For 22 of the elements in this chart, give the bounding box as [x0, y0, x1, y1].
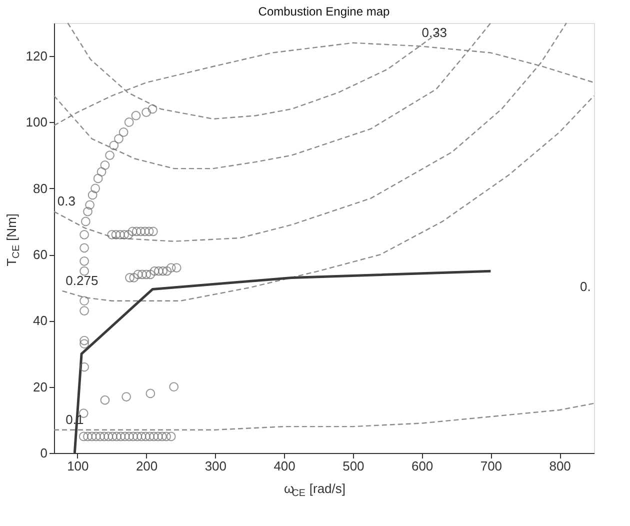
x-tick-label: 200	[136, 458, 158, 474]
chart-title: Combustion Engine map	[258, 4, 390, 18]
x-tick-label: 300	[204, 458, 227, 474]
y-tick-label: 80	[33, 180, 48, 196]
y-tick-label: 60	[33, 247, 48, 262]
y-axis-title: TCE [Nm]	[4, 213, 22, 266]
line-series	[53, 402, 595, 430]
y-tick-label: 100	[26, 114, 48, 130]
y-tick-label: 120	[26, 48, 48, 64]
annotation: 0.	[580, 278, 591, 294]
x-tick-label: 700	[480, 458, 502, 474]
annotation: 0.3	[57, 194, 76, 209]
annotation: 0.33	[422, 24, 448, 40]
y-tick-label: 0	[40, 446, 48, 460]
annotation: 0.275	[66, 272, 98, 288]
y-tick-label: 20	[33, 379, 48, 394]
x-tick-label: 100	[67, 458, 89, 474]
x-tick-label: 500	[342, 458, 364, 474]
x-tick-label: 400	[274, 458, 296, 474]
x-tick-label: 600	[411, 458, 434, 474]
x-tick-label: 800	[549, 458, 571, 474]
y-tick-label: 40	[33, 313, 48, 328]
